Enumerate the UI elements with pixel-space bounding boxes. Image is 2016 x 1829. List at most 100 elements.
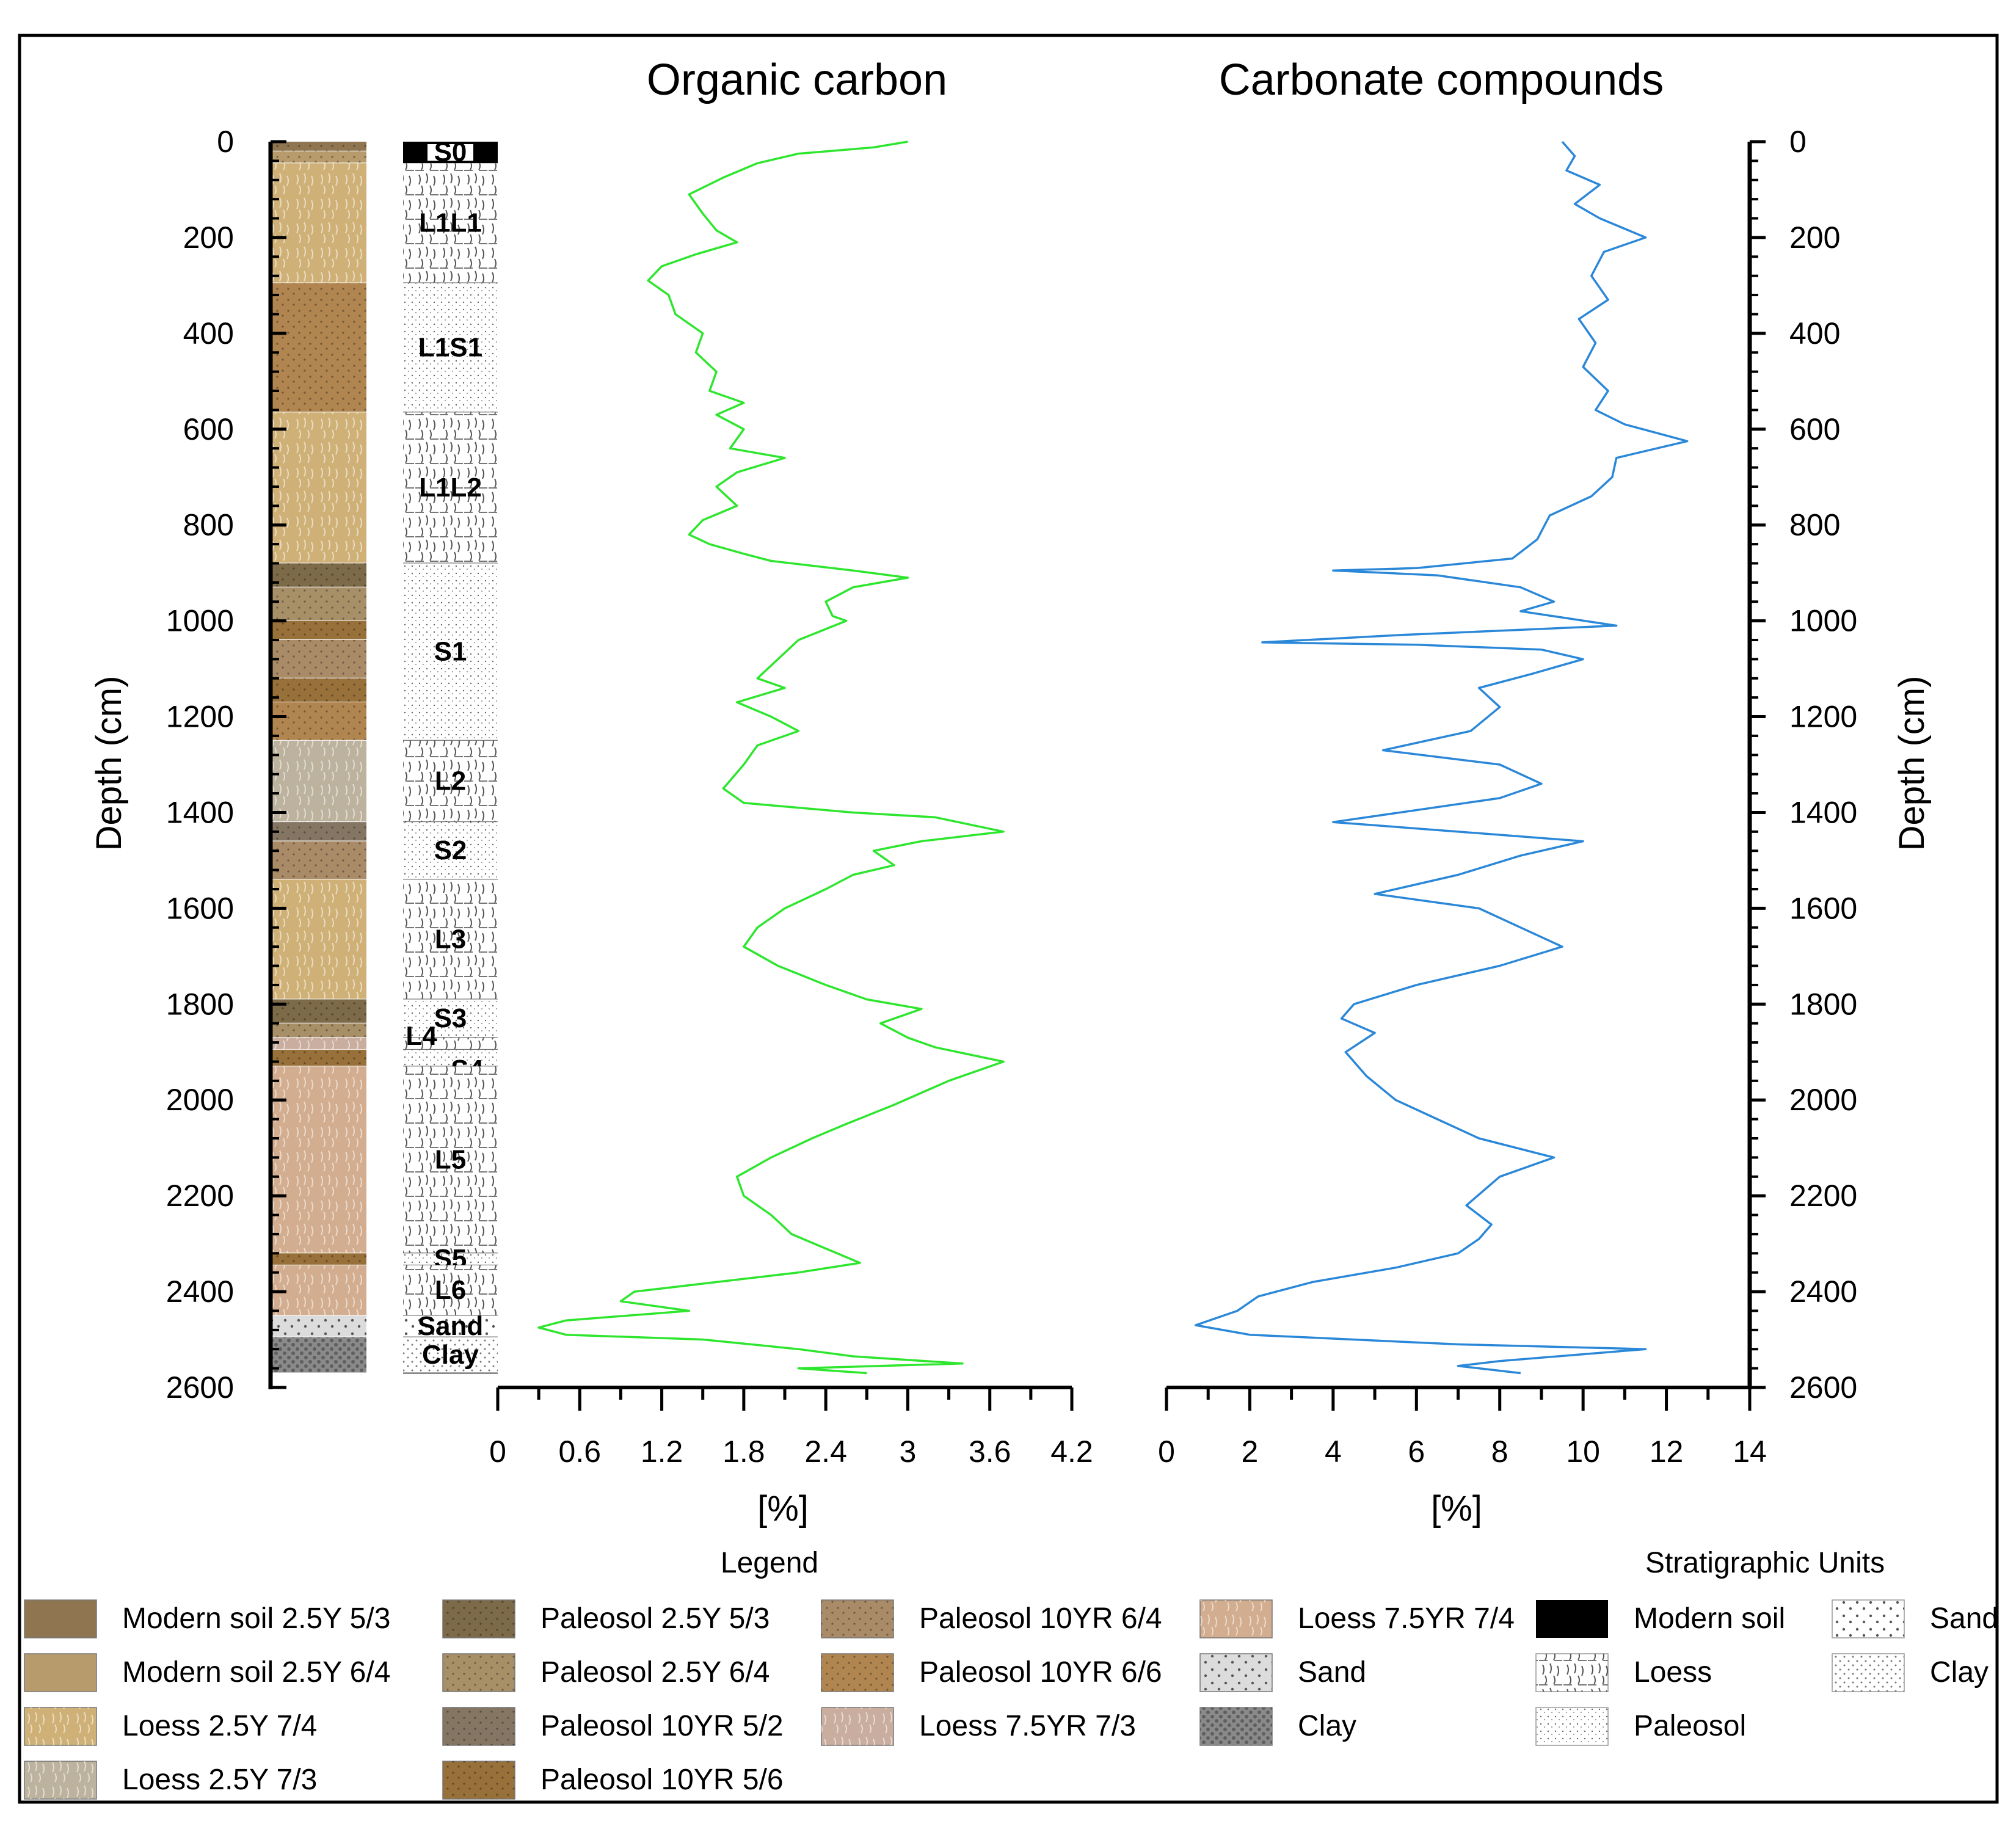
organic-carbon-plot	[537, 140, 1005, 1375]
legend: Modern soil 2.5Y 5/3 Modern soil 2.5Y 6/4…	[24, 1599, 1998, 1800]
legend-swatch-texture-l74	[24, 1707, 96, 1745]
unit-label-l5: L5	[435, 1144, 466, 1174]
carbonate-xlabel: [%]	[1431, 1489, 1482, 1529]
unit-texture-7	[403, 879, 498, 1000]
color-layer-texture-15	[271, 999, 366, 1024]
legend-label-clay: Clay	[1298, 1710, 1356, 1742]
color-layer-texture-23	[271, 1337, 366, 1373]
depth-tick-label-1800: 1800	[1789, 987, 1857, 1021]
depth-tick-label-800: 800	[1789, 508, 1840, 542]
strat-swatch-texture-paleosol	[1536, 1707, 1608, 1745]
organic-title: Organic carbon	[647, 56, 947, 104]
depth-tick-label-2200: 2200	[166, 1179, 234, 1213]
x-tick-label-2: 2	[1242, 1434, 1259, 1469]
carbonate-line	[1195, 140, 1689, 1375]
x-tick-label-12: 12	[1650, 1434, 1684, 1469]
depth-tick-label-600: 600	[183, 412, 234, 446]
legend-label-l73r: Loess 7.5YR 7/3	[919, 1710, 1136, 1742]
legend-swatch-ms53	[24, 1599, 97, 1638]
legend-swatch-texture-l75r74	[1200, 1600, 1272, 1638]
strat-legend-title: Stratigraphic Units	[1645, 1547, 1885, 1579]
organic-xlabel: [%]	[757, 1489, 809, 1529]
depth-tick-label-1000: 1000	[1789, 604, 1857, 638]
unit-label-s2: S2	[434, 835, 467, 865]
depth-tick-label-200: 200	[1789, 220, 1840, 255]
color-layer-texture-17	[271, 1038, 366, 1050]
legend-label-p1064: Paleosol 10YR 6/4	[919, 1602, 1162, 1635]
legend-swatch-texture-p53	[443, 1600, 515, 1638]
strat-swatch-modern	[1536, 1600, 1608, 1638]
color-layer-texture-21	[271, 1265, 366, 1316]
carbonate-x-axis: 0 2 4 6 8 10 12 14	[1158, 1386, 1767, 1469]
unit-texture-13	[403, 1265, 498, 1316]
color-layer-texture-12	[271, 822, 366, 842]
unit-label-s3: S3	[434, 1003, 467, 1033]
color-layer-texture-20	[271, 1253, 366, 1265]
depth-tick-label-400: 400	[183, 316, 234, 351]
unit-label-s1: S1	[434, 637, 467, 667]
color-layer-texture-18	[271, 1049, 366, 1067]
strat-label-modern: Modern soil	[1634, 1602, 1785, 1635]
color-layer-texture-19	[271, 1066, 366, 1254]
unit-texture-10	[403, 1049, 498, 1067]
unit-label-s0: S0	[434, 137, 467, 167]
depth-tick-label-1600: 1600	[1789, 891, 1857, 925]
right-depth-axis: 0 200 400 600 800 1000 1200 1400 1600 1800 2000 220…	[1747, 125, 1857, 1405]
color-layer-texture-8	[271, 640, 366, 678]
unit-texture-14	[403, 1315, 498, 1337]
x-tick-label-10: 10	[1566, 1434, 1600, 1469]
depth-tick-label-2400: 2400	[1789, 1274, 1857, 1309]
depth-tick-label-200: 200	[183, 220, 234, 255]
color-layer-texture-4	[271, 412, 366, 564]
depth-tick-label-0: 0	[217, 125, 234, 159]
depth-tick-label-400: 400	[1789, 316, 1840, 351]
depth-tick-label-2200: 2200	[1789, 1179, 1857, 1213]
x-tick-label-1.8: 1.8	[722, 1434, 765, 1469]
left-depth-axis: 0 200 400 600 800 1000 1200 1400 1600 1800 2000 220…	[166, 125, 286, 1405]
depth-tick-label-1200: 1200	[166, 700, 234, 734]
right-depth-label: Depth (cm)	[1892, 676, 1932, 851]
legend-swatch-texture-p1052	[443, 1707, 515, 1745]
legend-label-p1066: Paleosol 10YR 6/6	[919, 1656, 1162, 1689]
x-tick-label-3: 3	[900, 1434, 917, 1469]
strat-label-clay: Clay	[1930, 1656, 1989, 1689]
legend-label-p53: Paleosol 2.5Y 5/3	[540, 1602, 770, 1635]
stratigraphic-unit-column: S0L1L1L1S1L1L2S1L2S2L3S3L4S4L5S5L6SandCl…	[403, 137, 498, 1374]
x-tick-label-0.6: 0.6	[559, 1434, 602, 1469]
color-layer-texture-5	[271, 563, 366, 587]
x-tick-label-6: 6	[1408, 1434, 1425, 1469]
legend-label-p64: Paleosol 2.5Y 6/4	[540, 1656, 770, 1689]
depth-tick-label-1600: 1600	[166, 891, 234, 925]
depth-tick-label-1200: 1200	[1789, 700, 1857, 734]
carbonate-title: Carbonate compounds	[1219, 56, 1664, 104]
depth-tick-label-1400: 1400	[166, 795, 234, 829]
color-layer-texture-3	[271, 283, 366, 413]
legend-title: Legend	[721, 1547, 818, 1579]
color-layer-texture-0	[271, 142, 366, 151]
color-column	[271, 142, 366, 1374]
x-tick-label-2.4: 2.4	[804, 1434, 847, 1469]
x-tick-label-4.2: 4.2	[1050, 1434, 1093, 1469]
depth-tick-label-600: 600	[1789, 412, 1840, 446]
legend-label-ms64: Modern soil 2.5Y 6/4	[122, 1656, 390, 1689]
x-tick-label-8: 8	[1491, 1434, 1508, 1469]
depth-tick-label-1400: 1400	[1789, 795, 1857, 829]
unit-texture-8	[403, 999, 498, 1038]
color-layer-texture-14	[271, 879, 366, 1000]
x-tick-label-4: 4	[1325, 1434, 1342, 1469]
color-layer-texture-16	[271, 1023, 366, 1038]
unit-label-l1l2: L1L2	[419, 473, 482, 503]
unit-label-l1l1: L1L1	[419, 208, 482, 238]
depth-tick-label-2400: 2400	[166, 1274, 234, 1309]
color-layer-texture-9	[271, 678, 366, 702]
legend-swatch-texture-p1064	[821, 1600, 893, 1638]
legend-label-l75r74: Loess 7.5YR 7/4	[1298, 1602, 1515, 1635]
organic-carbon-x-axis: 0 0.6 1.2 1.8 2.4 3 3.6 4.2	[489, 1386, 1093, 1469]
unit-texture-3	[403, 412, 498, 564]
unit-texture-5	[403, 740, 498, 823]
depth-tick-label-1000: 1000	[166, 604, 234, 638]
unit-texture-4	[403, 563, 498, 741]
legend-label-p1052: Paleosol 10YR 5/2	[540, 1710, 784, 1742]
legend-label-l74: Loess 2.5Y 7/4	[122, 1710, 317, 1742]
